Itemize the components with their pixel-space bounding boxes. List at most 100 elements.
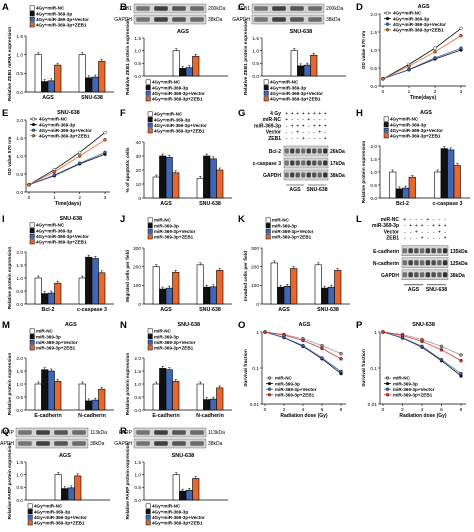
blot-band <box>272 6 286 11</box>
panel-letter: A <box>2 2 9 13</box>
legend-label: 4Gy+miR-369-3p <box>393 16 429 21</box>
panel-title: SNU-638 <box>177 322 200 328</box>
blot-band <box>437 260 442 266</box>
condition-label: miR-NC <box>381 217 400 223</box>
bar <box>453 165 461 199</box>
legend-label: 4Gy+miR-NC <box>36 223 65 228</box>
blot-band <box>425 272 431 278</box>
bar <box>192 55 200 77</box>
blot-band <box>290 148 295 154</box>
panel-letter: E <box>2 108 8 119</box>
legend-swatch <box>147 117 153 123</box>
y-tick-label: 1.0 <box>252 48 259 54</box>
y-tick-label: 1.5 <box>16 34 23 40</box>
blot-band <box>306 160 311 166</box>
y-tick-label: 100 <box>251 283 259 289</box>
legend-label: miR-NC <box>272 218 290 223</box>
bar <box>47 370 55 411</box>
legend-swatch <box>265 217 271 223</box>
y-tick-label: 0 <box>256 302 259 308</box>
x-group-label: SNU-638 <box>199 307 221 313</box>
y-axis-label: Relative PARP protein expression <box>125 443 131 520</box>
y-axis-label: Survival fraction <box>361 349 367 387</box>
legend-swatch <box>29 5 35 11</box>
y-tick-label: 0.0 <box>252 74 259 80</box>
legend-label: miR-369-3p+ZEB1 <box>272 235 312 240</box>
x-tick-label: 3 <box>460 89 463 95</box>
bar <box>334 270 342 305</box>
y-axis-label: Relative protein expression <box>7 247 13 310</box>
blot-band <box>290 17 304 22</box>
condition-sign: + <box>409 223 412 229</box>
condition-sign: - <box>302 117 304 123</box>
blot-band <box>414 260 419 266</box>
y-tick-label: 0.0 <box>370 196 377 202</box>
legend-label: 4Gy+miR-NC <box>36 6 65 11</box>
legend-label: 4Gy+miR-369-3p <box>36 11 72 16</box>
condition-sign: + <box>313 111 316 117</box>
panel-title: AGS <box>177 29 189 35</box>
legend-swatch <box>145 514 151 520</box>
blot-band <box>295 148 300 154</box>
bar <box>152 176 160 199</box>
x-tick-label: 6 <box>321 407 324 413</box>
legend-swatch <box>383 116 389 122</box>
bar <box>67 487 75 501</box>
data-point <box>103 150 107 155</box>
legend-label: 4Gy+miR-369-3p <box>36 228 72 233</box>
series-line <box>28 152 106 186</box>
bar <box>91 258 99 305</box>
blot-band <box>317 148 322 154</box>
legend-swatch <box>383 133 389 139</box>
blot-row-label: GAPDH <box>232 17 250 23</box>
bar <box>196 264 204 305</box>
data-point <box>381 330 385 334</box>
legend-swatch <box>145 79 151 85</box>
bar <box>85 400 93 411</box>
legend-label: miR-369-3p <box>275 381 300 386</box>
bar <box>216 270 224 305</box>
y-axis-label: Relative PARP protein expression <box>7 443 13 520</box>
y-tick-label: 1.5 <box>16 460 23 466</box>
blot-size-label: 200kDa <box>326 6 343 12</box>
blot-strip <box>251 14 325 25</box>
bar <box>172 50 180 77</box>
condition-sign: - <box>439 217 441 223</box>
legend-label: miR-369-3p+Vector <box>272 229 314 234</box>
bar <box>185 490 193 501</box>
legend-marker <box>385 387 390 391</box>
legend-label: 4Gy+miR-369-3p+ZEB1 <box>390 134 441 139</box>
condition-sign: + <box>318 111 321 117</box>
y-tick-label: 1.5 <box>16 369 23 375</box>
legend-marker <box>385 11 390 15</box>
blot-row-label: c-caspase 3 <box>253 161 282 167</box>
bar <box>440 148 448 199</box>
bar <box>41 293 49 305</box>
condition-sign: - <box>427 223 429 229</box>
blot-row-label: GAPDH <box>114 17 132 23</box>
y-tick-label: 1.0 <box>134 382 141 388</box>
blot-band <box>290 172 295 178</box>
group-label: SNU-638 <box>306 187 327 193</box>
bar <box>310 54 318 77</box>
legend-swatch <box>29 233 35 239</box>
x-tick-label: 0 <box>28 195 31 201</box>
condition-sign: + <box>444 223 447 229</box>
panel-title: SNU-638 <box>59 216 82 222</box>
y-tick-label: 1.5 <box>16 263 23 269</box>
y-axis-label: Relative ZEB1 protein expression <box>125 19 131 95</box>
data-point <box>77 154 82 158</box>
blot-row-label: Bcl-2 <box>269 149 281 155</box>
blot-band <box>317 160 322 166</box>
condition-sign: - <box>427 236 429 242</box>
y-tick-label: 0.5 <box>16 289 23 295</box>
data-point <box>27 183 31 187</box>
legend-label: miR-NC <box>154 329 172 334</box>
blot-band <box>136 6 150 11</box>
y-axis-label: OD value 570 nm <box>361 31 367 70</box>
legend-marker <box>31 122 36 127</box>
legend-swatch <box>147 111 153 117</box>
